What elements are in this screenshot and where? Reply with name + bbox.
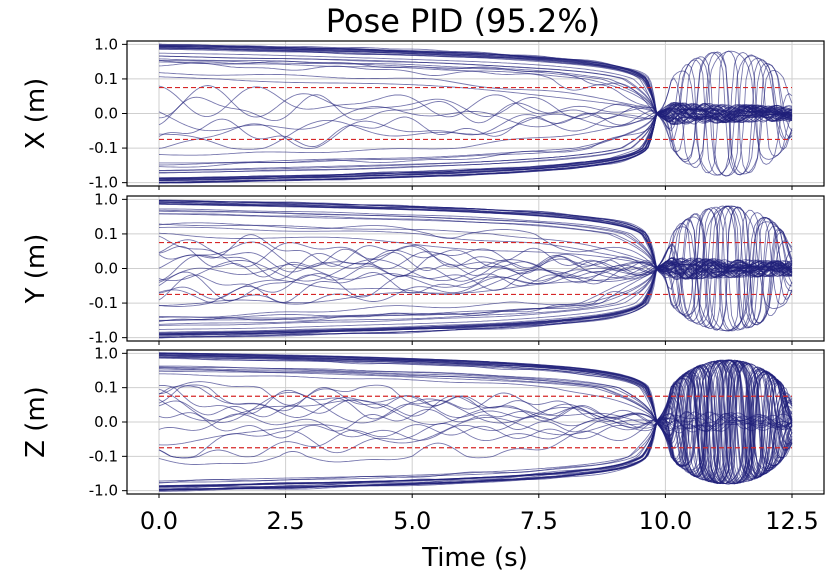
- trajectory-line: [159, 50, 793, 181]
- trajectory-line: [159, 413, 793, 489]
- trajectory-line: [158, 59, 793, 122]
- trajectory-line: [158, 356, 793, 478]
- y-axis-label: Z (m): [21, 386, 51, 458]
- trajectories: [158, 43, 793, 184]
- trajectory-line: [158, 85, 793, 125]
- trajectory-line: [158, 260, 793, 330]
- y-tick-label: 0.1: [94, 70, 118, 88]
- trajectory-line: [158, 259, 793, 319]
- x-axis-label: Time (s): [421, 543, 528, 573]
- y-tick-label: -0.1: [89, 294, 118, 312]
- trajectory-line: [159, 258, 793, 338]
- chart-title: Pose PID (95.2%): [326, 2, 600, 40]
- trajectory-line: [158, 54, 793, 177]
- trajectory-line: [158, 103, 793, 132]
- trajectory-line: [159, 357, 793, 482]
- trajectory-line: [158, 205, 793, 329]
- y-tick-label: 0.0: [94, 413, 118, 431]
- x-tick-label: 10.0: [639, 507, 692, 535]
- subplot-0: 1.0 0.1 0.0 -0.1 -1.0 X (m): [21, 35, 825, 192]
- trajectories: [158, 352, 793, 492]
- trajectory-line: [158, 259, 793, 325]
- y-tick-label: -1.0: [89, 329, 118, 347]
- trajectory-line: [158, 360, 793, 484]
- y-tick-label: -1.0: [89, 174, 118, 192]
- subplot-2: 1.0 0.1 0.0 -0.1 -1.0 Z (m): [21, 344, 825, 500]
- y-tick-label: 1.0: [94, 35, 118, 53]
- y-tick-label: 0.1: [94, 225, 118, 243]
- subplot-1: 1.0 0.1 0.0 -0.1 -1.0 Y (m): [21, 190, 825, 347]
- x-tick-label: 5.0: [393, 507, 431, 535]
- trajectory-line: [159, 213, 793, 278]
- x-tick-label: 2.5: [267, 507, 305, 535]
- y-tick-label: 0.0: [94, 260, 118, 278]
- trajectory-line: [158, 362, 793, 485]
- trajectory-line: [158, 46, 793, 121]
- trajectory-line: [158, 205, 793, 316]
- y-axis-label: Y (m): [21, 234, 51, 305]
- trajectory-line: [158, 216, 793, 337]
- y-tick-label: 1.0: [94, 190, 118, 208]
- x-tick-label: 7.5: [520, 507, 558, 535]
- trajectory-line: [159, 259, 793, 318]
- trajectory-line: [159, 355, 793, 484]
- y-tick-label: 0.0: [94, 105, 118, 123]
- trajectory-line: [158, 235, 793, 279]
- trajectory-line: [158, 352, 793, 481]
- trajectory-line: [159, 202, 793, 329]
- x-tick-label: 12.5: [765, 507, 818, 535]
- trajectory-line: [158, 45, 793, 122]
- trajectory-line: [158, 51, 793, 176]
- y-tick-label: -0.1: [89, 139, 118, 157]
- y-tick-label: 0.1: [94, 379, 118, 397]
- trajectory-line: [158, 257, 792, 288]
- y-tick-label: 1.0: [94, 344, 118, 362]
- x-tick-label: 0.0: [140, 507, 178, 535]
- trajectory-line: [158, 103, 793, 183]
- trajectory-line: [158, 104, 793, 171]
- trajectory-line: [159, 50, 793, 165]
- trajectory-line: [158, 410, 793, 488]
- trajectory-line: [158, 260, 793, 333]
- trajectory-line: [158, 260, 793, 339]
- trajectory-line: [158, 208, 793, 332]
- trajectory-line: [158, 234, 793, 275]
- trajectories: [158, 199, 793, 339]
- trajectory-line: [158, 360, 793, 484]
- trajectory-line: [158, 203, 793, 277]
- trajectory-line: [158, 360, 793, 483]
- trajectory-line: [159, 208, 793, 279]
- trajectory-line: [158, 360, 793, 484]
- y-tick-label: -0.1: [89, 447, 118, 465]
- y-tick-label: -1.0: [89, 482, 118, 500]
- trajectory-line: [158, 412, 793, 492]
- y-axis-label: X (m): [21, 78, 51, 150]
- trajectory-line: [158, 205, 793, 334]
- trajectory-line: [158, 206, 793, 328]
- trajectory-line: [159, 359, 793, 482]
